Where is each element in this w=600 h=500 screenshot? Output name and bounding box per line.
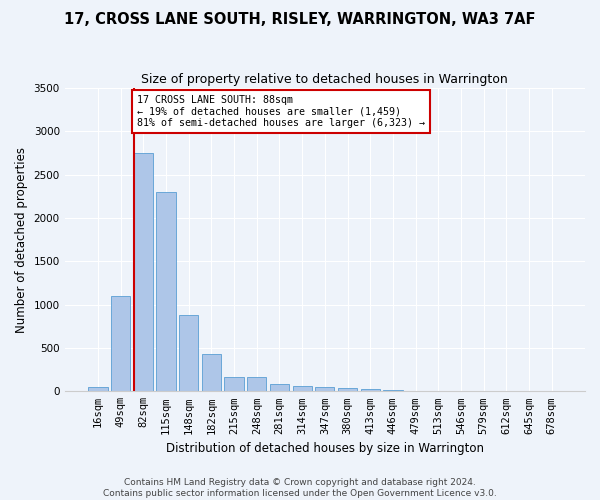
X-axis label: Distribution of detached houses by size in Warrington: Distribution of detached houses by size … [166,442,484,455]
Bar [247,376,266,392]
Bar [293,386,312,392]
Bar [134,153,153,392]
Bar [202,354,221,392]
Bar [383,390,403,392]
Bar [315,387,334,392]
Bar [338,388,357,392]
Title: Size of property relative to detached houses in Warrington: Size of property relative to detached ho… [142,72,508,86]
Bar [179,315,199,392]
Text: Contains HM Land Registry data © Crown copyright and database right 2024.
Contai: Contains HM Land Registry data © Crown c… [103,478,497,498]
Text: 17 CROSS LANE SOUTH: 88sqm
← 19% of detached houses are smaller (1,459)
81% of s: 17 CROSS LANE SOUTH: 88sqm ← 19% of deta… [137,95,425,128]
Bar [111,296,130,392]
Bar [88,387,107,392]
Bar [157,192,176,392]
Bar [224,376,244,392]
Text: 17, CROSS LANE SOUTH, RISLEY, WARRINGTON, WA3 7AF: 17, CROSS LANE SOUTH, RISLEY, WARRINGTON… [64,12,536,28]
Bar [361,389,380,392]
Y-axis label: Number of detached properties: Number of detached properties [15,146,28,332]
Bar [270,384,289,392]
